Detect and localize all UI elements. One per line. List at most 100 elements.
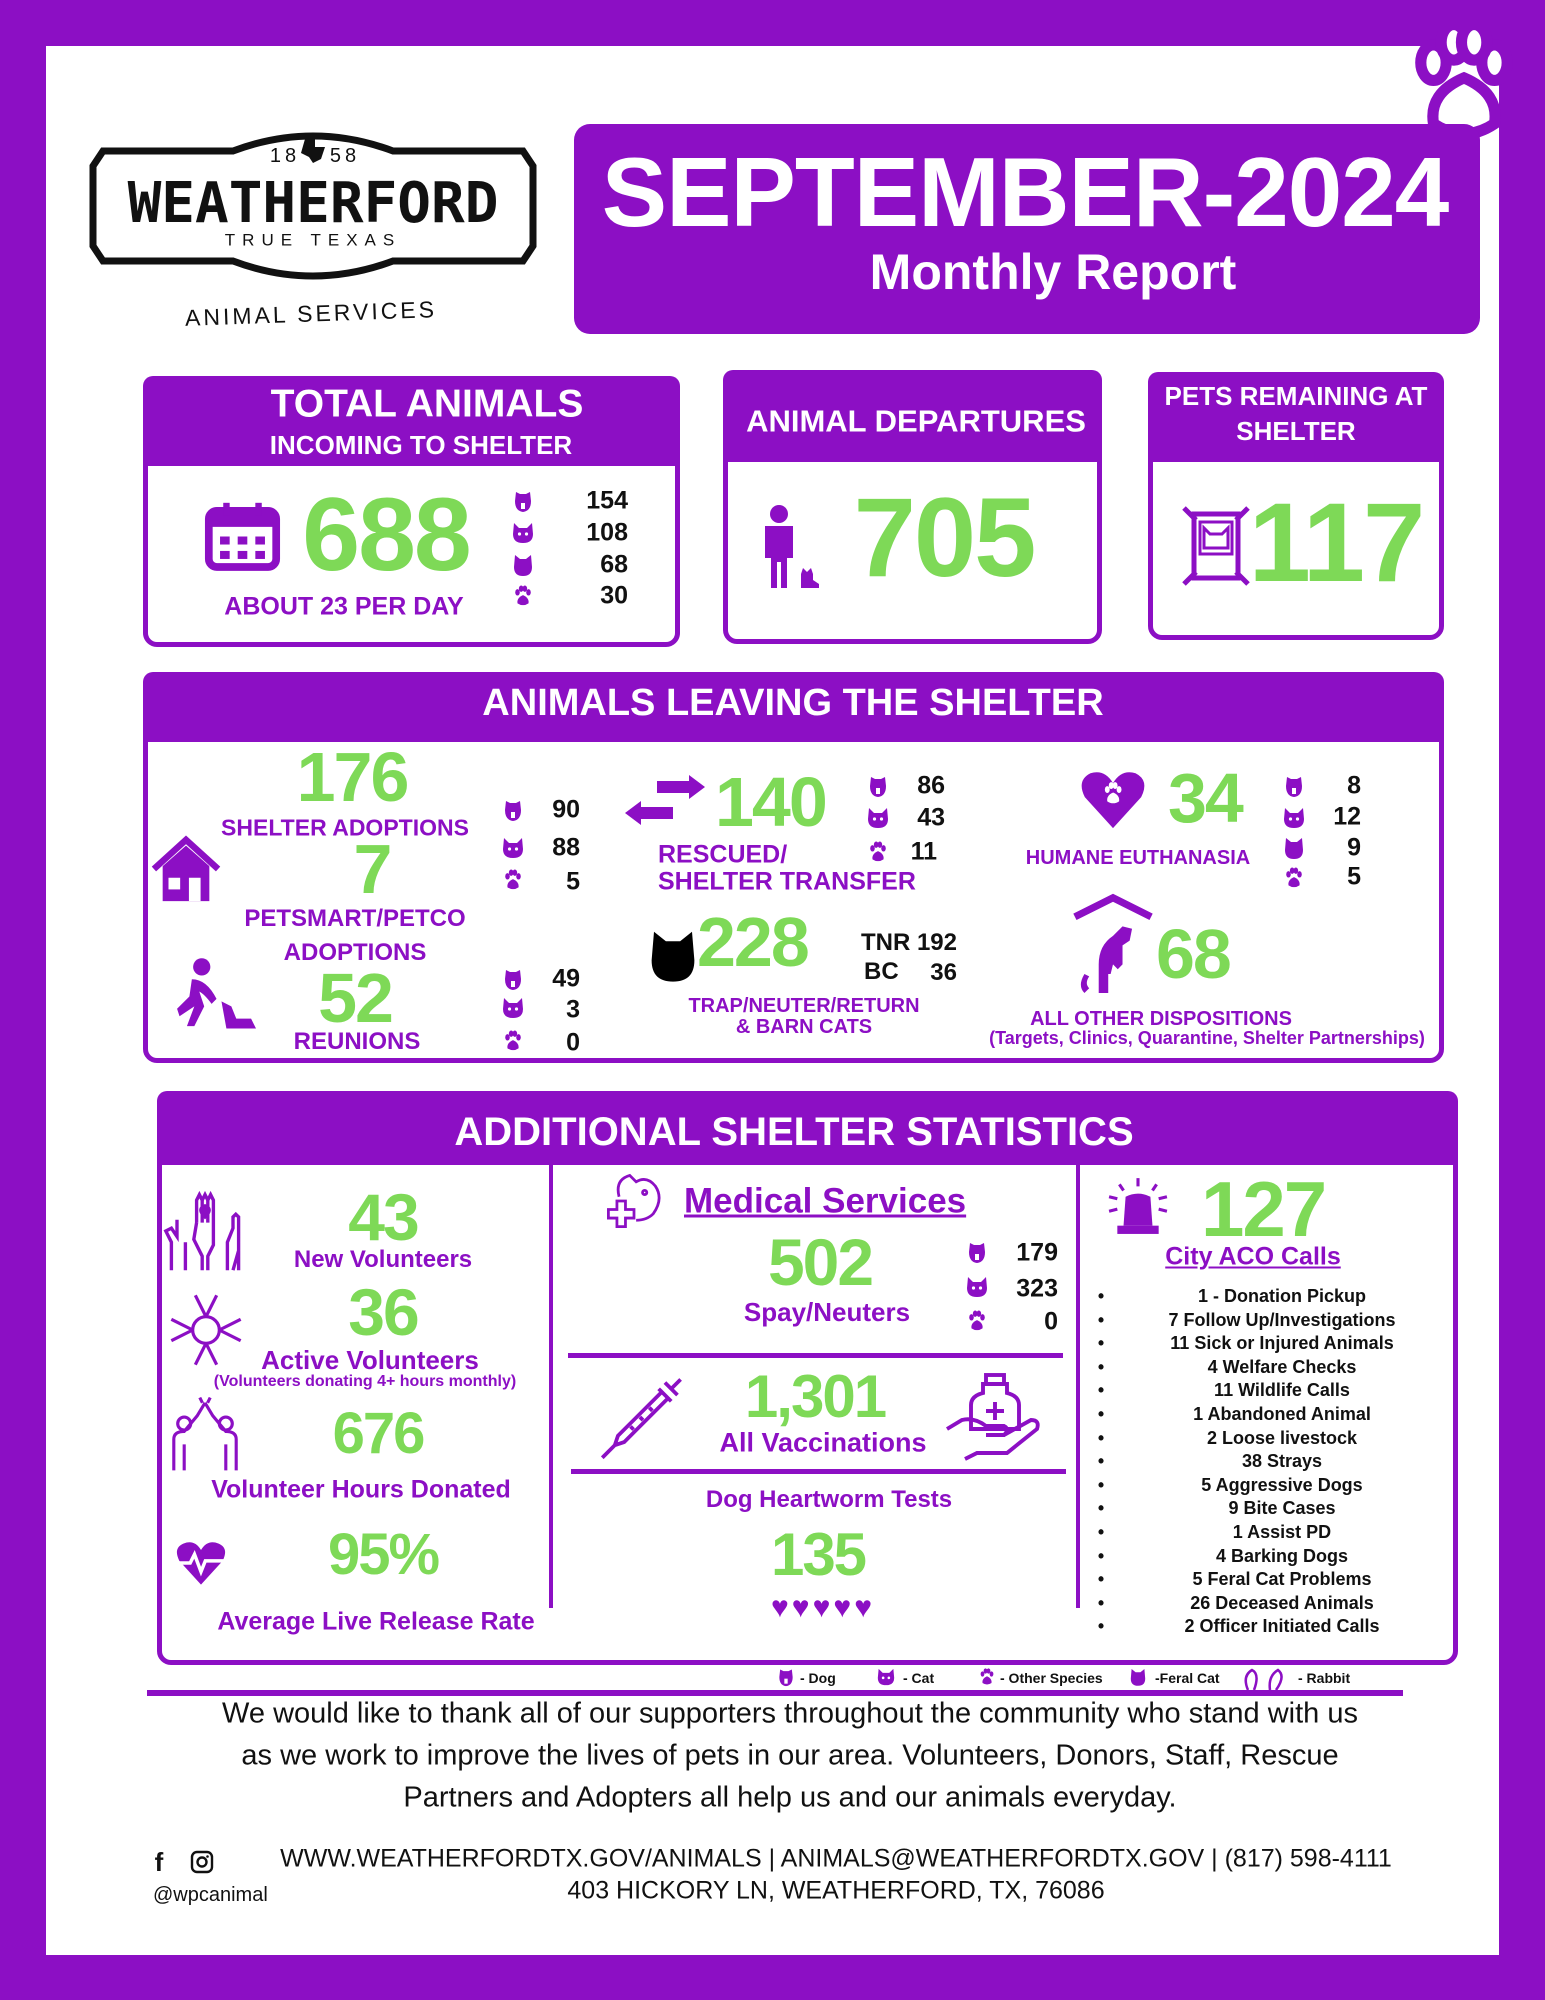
pet-kennel-icon	[1182, 506, 1250, 586]
report-title: SEPTEMBER-2024	[601, 137, 1450, 247]
divider	[147, 1690, 1403, 1696]
other-dispositions-value: 68	[1156, 915, 1232, 993]
house-icon	[151, 835, 221, 902]
title-banner	[574, 124, 1480, 334]
volunteers-high-five-icon	[172, 1397, 238, 1471]
aco-call-item: 9 Bite Cases	[1228, 1498, 1336, 1519]
social-handle[interactable]: @wpcanimal	[153, 1884, 268, 1906]
remaining-title-line1: PETS REMAINING AT	[1164, 381, 1428, 411]
spay-neuter-dogs: 179	[1016, 1238, 1058, 1267]
spay-neuter-value: 502	[767, 1225, 874, 1299]
bc-label: BC	[864, 958, 899, 985]
reunions-label: REUNIONS	[293, 1028, 421, 1055]
bullet-icon: •	[1097, 1522, 1105, 1542]
aco-call-item: 2 Loose livestock	[1206, 1427, 1358, 1448]
bullet-icon: •	[1097, 1545, 1105, 1566]
divider	[568, 1353, 1063, 1358]
logo-name: WEATHERFORD	[127, 171, 499, 236]
aco-call-item: 5 Aggressive Dogs	[1201, 1474, 1363, 1495]
release-rate-value: 95%	[327, 1522, 440, 1587]
incoming-feral-cats: 68	[600, 550, 628, 579]
petsmart-label-line1: PETSMART/PETCO	[244, 905, 466, 932]
cat-icon	[501, 837, 525, 859]
tnr-label-line2: & BARN CATS	[735, 1016, 873, 1038]
facebook-icon[interactable]: f	[154, 1847, 164, 1877]
other-dispositions-note: (Targets, Clinics, Quarantine, Shelter P…	[989, 1028, 1425, 1048]
volunteer-hours-label: Volunteer Hours Donated	[211, 1475, 511, 1504]
bullet-icon: •	[1097, 1451, 1105, 1472]
euthanasia-other: 5	[1347, 862, 1361, 891]
new-volunteers-label: New Volunteers	[293, 1246, 473, 1273]
dog-icon	[1283, 774, 1305, 798]
medical-pets-icon	[607, 1173, 661, 1228]
dog-icon	[502, 798, 524, 822]
heart-paw-icon	[1081, 772, 1145, 829]
per-day-label: ABOUT 23 PER DAY	[224, 592, 464, 621]
spay-neuter-label: Spay/Neuters	[743, 1297, 911, 1327]
transfer-label-line1: RESCUED/	[658, 840, 788, 869]
remaining-title-line2: SHELTER	[1236, 416, 1356, 446]
dog-icon	[966, 1240, 988, 1264]
thanks-line: Partners and Adopters all help us and ou…	[403, 1781, 1177, 1814]
sheltered-pets-icon	[1073, 893, 1153, 993]
heart-pulse-icon	[176, 1542, 226, 1585]
report-subtitle: Monthly Report	[869, 244, 1237, 300]
paw-icon	[502, 1030, 524, 1052]
paw-icon	[966, 1310, 988, 1332]
feral-cat-icon	[513, 553, 533, 577]
aco-call-item: 4 Welfare Checks	[1207, 1356, 1357, 1377]
divider	[1076, 1165, 1080, 1608]
reunions-cats: 3	[566, 995, 580, 1024]
person-with-cat-icon	[765, 505, 819, 588]
shelter-adoptions-value: 176	[296, 738, 410, 816]
legend-cat: - Cat	[903, 1670, 935, 1686]
medical-services-title[interactable]: Medical Services	[684, 1181, 967, 1221]
tnr-label-line1: TRAP/NEUTER/RETURN	[688, 995, 920, 1017]
bullet-icon: •	[1097, 1404, 1105, 1424]
dog-icon	[512, 489, 534, 513]
paw-icon	[978, 1668, 996, 1686]
feral-cat-icon	[1284, 836, 1304, 860]
adoptions-dogs: 90	[552, 795, 580, 824]
bullet-icon: •	[1097, 1592, 1105, 1613]
instagram-icon[interactable]	[190, 1850, 214, 1874]
aco-call-item: 1 Abandoned Animal	[1193, 1404, 1371, 1424]
logo-year-right: 58	[329, 145, 361, 167]
cat-icon	[501, 997, 525, 1019]
heartworm-label: Dog Heartworm Tests	[705, 1486, 953, 1513]
adoptions-other: 5	[566, 867, 580, 896]
aco-calls-title[interactable]: City ACO Calls	[1165, 1242, 1341, 1271]
transfer-other: 11	[910, 837, 937, 866]
bullet-icon: •	[1097, 1569, 1105, 1590]
bullet-icon: •	[1097, 1286, 1105, 1306]
rabbit-icon	[1244, 1668, 1283, 1690]
spay-neuter-cats: 323	[1016, 1274, 1058, 1303]
tnr-value: 228	[697, 903, 810, 981]
cat-icon	[876, 1668, 896, 1686]
transfer-label-line2: SHELTER TRANSFER	[658, 867, 916, 896]
petsmart-label-line2: ADOPTIONS	[283, 939, 427, 966]
legend-feral: -Feral Cat	[1155, 1670, 1220, 1686]
active-volunteers-value: 36	[348, 1275, 419, 1349]
person-petting-dog-icon	[177, 958, 256, 1029]
petsmart-adoptions-value: 7	[353, 830, 393, 908]
cat-icon	[866, 807, 890, 829]
remaining-value: 117	[1248, 480, 1426, 605]
bullet-icon: •	[1097, 1333, 1105, 1354]
leaving-title: ANIMALS LEAVING THE SHELTER	[482, 682, 1104, 724]
logo-tagline: TRUE TEXAS	[224, 230, 402, 250]
bullet-icon: •	[1097, 1474, 1105, 1495]
divider	[549, 1165, 553, 1608]
bullet-icon: •	[1097, 1356, 1105, 1377]
contact-info[interactable]: WWW.WEATHERFORDTX.GOV/ANIMALS | ANIMALS@…	[280, 1844, 1392, 1873]
thanks-line: We would like to thank all of our suppor…	[222, 1697, 1358, 1730]
euthanasia-value: 34	[1168, 759, 1244, 837]
active-volunteers-note: (Volunteers donating 4+ hours monthly)	[213, 1373, 517, 1390]
total-animals-value: 688	[302, 477, 472, 593]
total-animals-title: TOTAL ANIMALS	[270, 382, 584, 426]
legend-dog: - Dog	[800, 1670, 836, 1686]
bullet-icon: •	[1097, 1380, 1105, 1401]
bullet-icon: •	[1097, 1498, 1105, 1519]
hands-circle-icon	[170, 1294, 242, 1366]
syringe-icon	[600, 1378, 682, 1460]
